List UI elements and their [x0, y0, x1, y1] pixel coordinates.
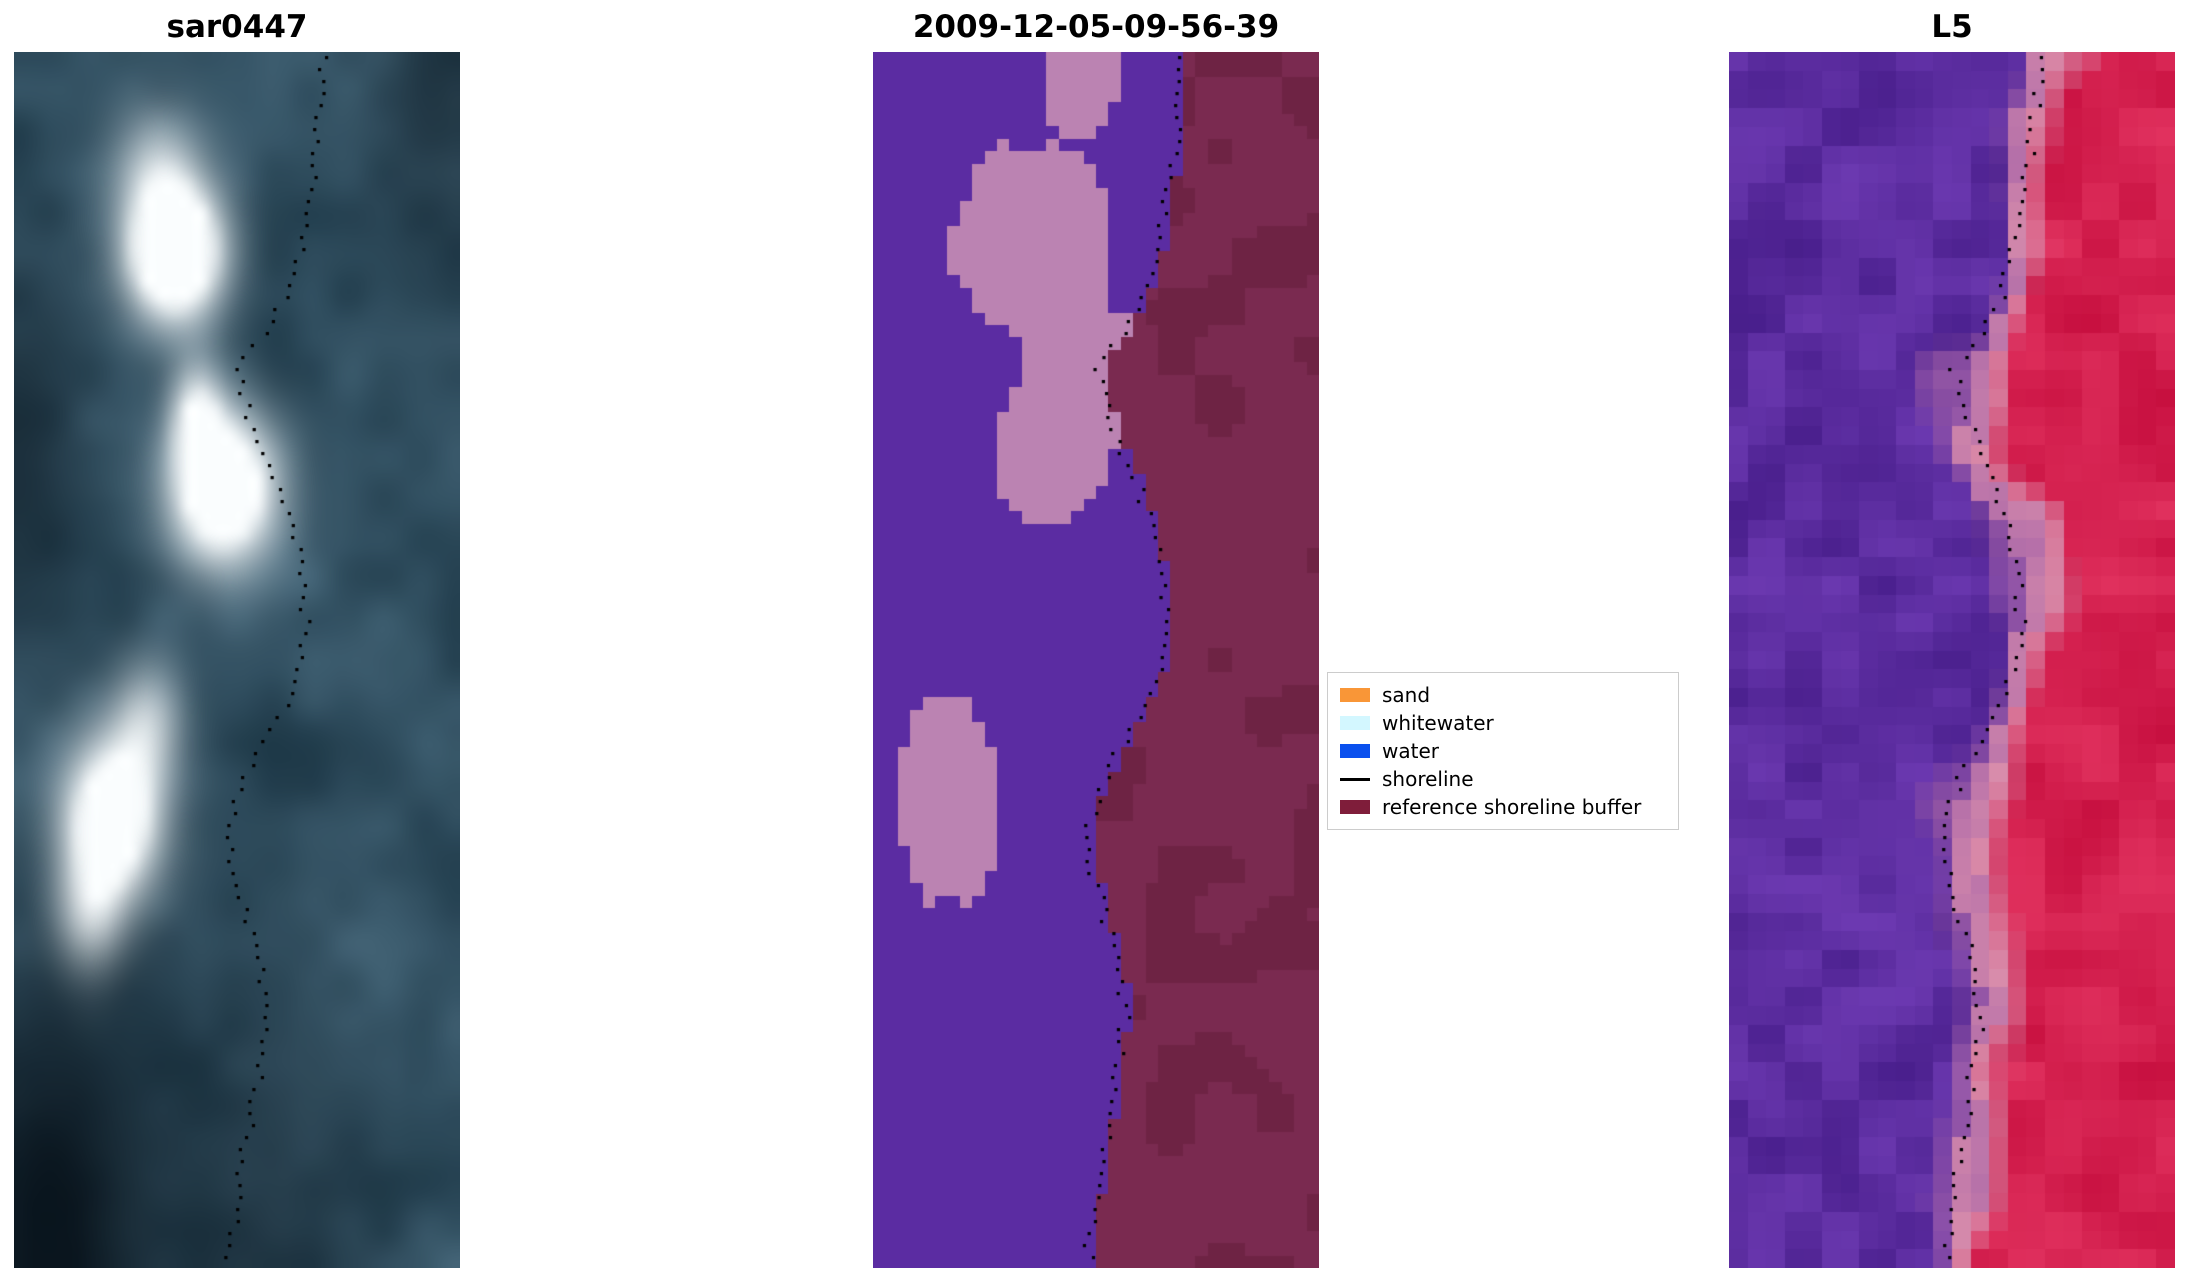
legend-swatch-whitewater [1340, 716, 1370, 730]
panel-title-l5: L5 [1931, 9, 1973, 45]
legend-label-shoreline: shoreline [1382, 767, 1474, 791]
legend-label-sand: sand [1382, 683, 1431, 707]
legend-swatch-shoreline-line [1340, 777, 1370, 781]
l5-image-panel [1729, 52, 2175, 1268]
legend-swatch-sand [1340, 688, 1370, 702]
legend-swatch-reference-shoreline-buffer [1340, 800, 1370, 814]
legend: sand whitewater water shoreline referenc… [1327, 672, 1679, 830]
classification-image-panel [873, 52, 1319, 1268]
legend-item-reference-shoreline-buffer: reference shoreline buffer [1340, 793, 1666, 821]
legend-label-water: water [1382, 739, 1439, 763]
legend-swatch-water [1340, 744, 1370, 758]
panel-title-classified-date: 2009-12-05-09-56-39 [912, 9, 1280, 45]
legend-item-water: water [1340, 737, 1666, 765]
legend-item-whitewater: whitewater [1340, 709, 1666, 737]
sar-image-panel [14, 52, 460, 1268]
legend-label-reference-shoreline-buffer: reference shoreline buffer [1382, 795, 1642, 819]
legend-item-sand: sand [1340, 681, 1666, 709]
legend-item-shoreline: shoreline [1340, 765, 1666, 793]
legend-label-whitewater: whitewater [1382, 711, 1494, 735]
panel-title-sar: sar0447 [166, 9, 308, 45]
